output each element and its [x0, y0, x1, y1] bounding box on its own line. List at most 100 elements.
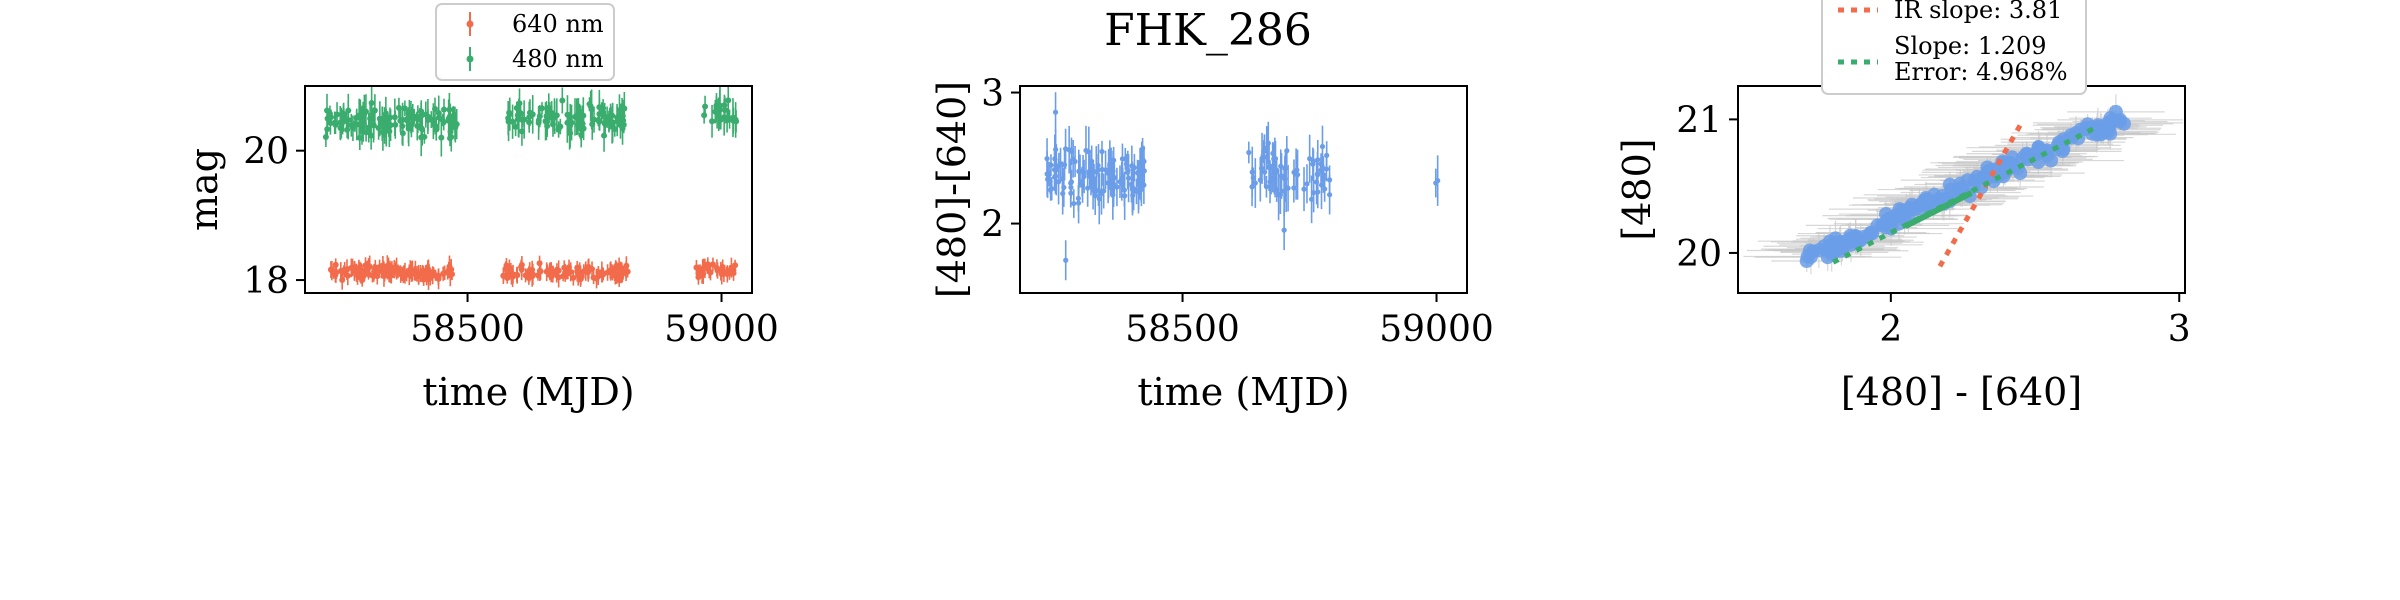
data-point [344, 126, 351, 133]
data-point [1079, 178, 1085, 185]
data-point [363, 265, 370, 272]
data-point [1262, 169, 1268, 175]
data-point [1435, 178, 1441, 184]
data-point [388, 272, 395, 279]
data-point [369, 115, 376, 122]
y-tick-label: 21 [1676, 100, 1722, 141]
y-tick-label: 18 [243, 261, 289, 302]
data-point [1301, 186, 1307, 192]
data-point [395, 104, 402, 111]
data-point [1271, 176, 1277, 182]
data-point [393, 268, 400, 275]
data-point [1075, 195, 1081, 201]
data-point [1102, 167, 1109, 173]
y-tick-label: 20 [1676, 234, 1722, 275]
data-point [1060, 190, 1066, 197]
data-point [334, 111, 341, 118]
data-point [601, 132, 608, 139]
data-point [1119, 156, 1126, 162]
data-point [1916, 193, 1931, 208]
data-point [354, 269, 361, 276]
y-tick-label: 3 [981, 74, 1004, 115]
fit-line-dotted [1937, 118, 2026, 268]
plot-area [322, 86, 740, 290]
data-point [1070, 156, 1076, 162]
data-point [536, 113, 543, 120]
data-point [1320, 171, 1327, 178]
data-point [345, 107, 352, 114]
data-point [1083, 147, 1089, 154]
data-point [566, 116, 573, 123]
figure-title: FHK_286 [1104, 5, 1312, 56]
data-point [617, 269, 624, 276]
data-point [709, 118, 716, 125]
axes-frame [1019, 85, 1468, 294]
data-point [1265, 140, 1271, 146]
data-point [1141, 158, 1147, 164]
legend-marker [466, 55, 474, 63]
data-point [509, 118, 516, 125]
data-point [621, 105, 628, 112]
data-point [328, 267, 335, 274]
data-point [429, 272, 436, 279]
data-point [515, 112, 522, 119]
data-point [418, 134, 425, 141]
data-point [1044, 171, 1050, 177]
data-point [564, 270, 571, 277]
data-point [1319, 143, 1326, 150]
data-point [1266, 164, 1272, 170]
data-point [1095, 187, 1102, 194]
data-point [1267, 179, 1273, 185]
data-point [712, 108, 719, 115]
data-point [717, 116, 724, 123]
data-point [725, 97, 732, 104]
data-point [561, 264, 568, 271]
legend-entry: IR slope: 3.81 [1894, 0, 2062, 24]
data-point [700, 264, 707, 271]
data-point [1085, 185, 1091, 191]
data-point [536, 267, 543, 274]
data-point [446, 106, 453, 113]
data-point [586, 101, 593, 108]
data-point [1315, 189, 1321, 195]
data-point [1307, 156, 1313, 162]
data-point [570, 274, 577, 281]
data-point [1138, 186, 1145, 193]
data-point [1261, 148, 1267, 154]
data-point [591, 116, 598, 123]
data-point [609, 270, 616, 277]
data-point [721, 102, 728, 109]
data-point [337, 125, 344, 132]
data-point [374, 273, 381, 280]
data-point [1062, 146, 1069, 152]
plot-area [1743, 94, 2183, 275]
data-point [399, 116, 406, 123]
legend-box [435, 3, 615, 81]
data-point [415, 271, 422, 278]
data-point [1125, 175, 1132, 181]
panel-color-curve: 58500 59000 2 3 time (MJD) [480]-[640] [930, 74, 1494, 414]
data-point [546, 268, 553, 275]
data-point [582, 266, 589, 273]
data-point [433, 126, 440, 133]
data-point [380, 273, 387, 280]
data-point [1294, 172, 1301, 178]
data-point [344, 266, 351, 273]
x-tick-label: 58500 [410, 309, 525, 350]
x-axis-label: time (MJD) [422, 370, 634, 414]
data-point [549, 121, 556, 128]
data-point [1052, 109, 1059, 115]
data-point [557, 123, 564, 130]
data-point [518, 263, 525, 270]
data-point [1270, 150, 1276, 156]
data-point [391, 114, 398, 121]
data-point [438, 134, 445, 141]
data-point [448, 266, 455, 273]
data-point [1048, 187, 1054, 193]
data-point [2093, 119, 2108, 134]
data-point [535, 119, 542, 126]
data-point [1063, 257, 1069, 263]
data-point [716, 106, 723, 113]
